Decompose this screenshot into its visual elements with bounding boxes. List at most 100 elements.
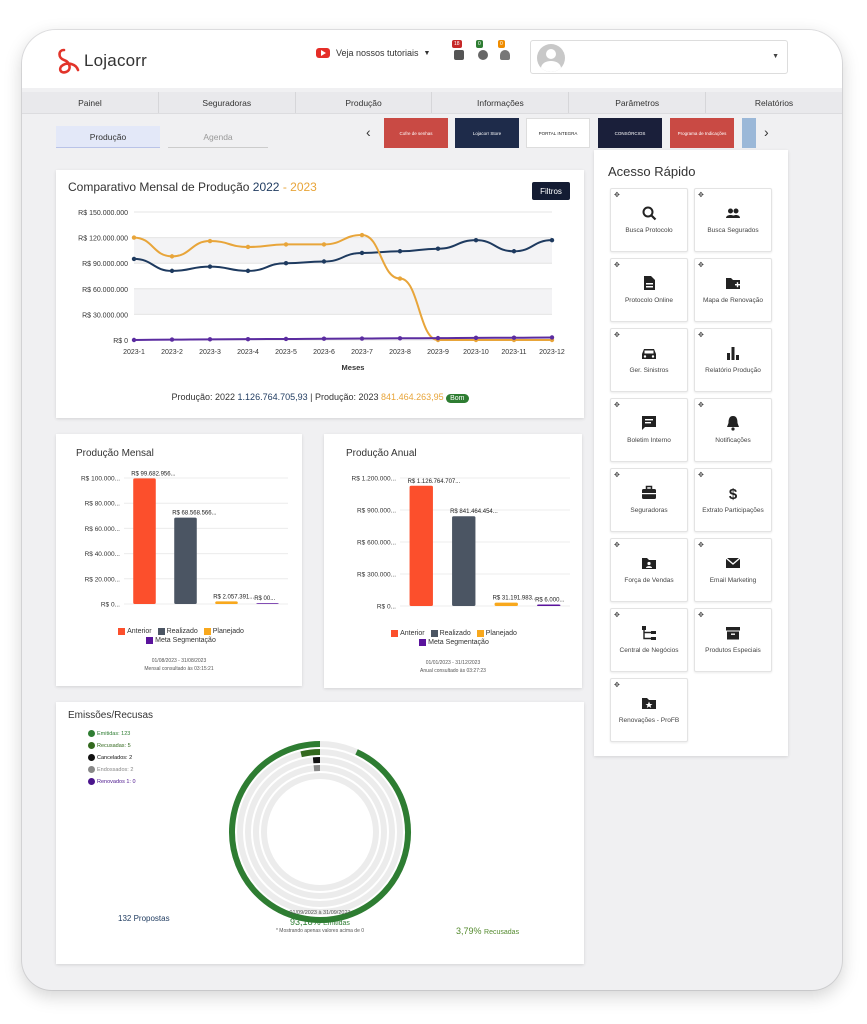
- series-0-point[interactable]: [549, 237, 555, 243]
- series-0-point[interactable]: [207, 264, 213, 269]
- drag-handle-icon[interactable]: ✥: [614, 542, 620, 549]
- series-2-point[interactable]: [321, 336, 327, 341]
- series-0-point[interactable]: [321, 259, 327, 264]
- legend-item[interactable]: Anterior: [118, 628, 152, 635]
- ring-arc-0[interactable]: [229, 741, 411, 923]
- quick-access-mail[interactable]: ✥ Email Marketing: [694, 538, 772, 602]
- series-2-point[interactable]: [549, 335, 555, 340]
- legend-item[interactable]: Planejado: [476, 630, 517, 637]
- legend-item[interactable]: Realizado: [157, 628, 198, 635]
- banner-portal-integra[interactable]: PORTAL INTEGRA: [526, 118, 590, 148]
- quick-access-dollar[interactable]: ✥ $ Extrato Participações: [694, 468, 772, 532]
- drag-handle-icon[interactable]: ✥: [614, 402, 620, 409]
- chevron-left-icon[interactable]: ‹: [366, 124, 371, 140]
- banner-programa-indicacoes[interactable]: Programa de Indicações: [670, 118, 734, 148]
- menu-item-producao[interactable]: Produção: [296, 92, 433, 113]
- legend-item[interactable]: Meta Segmentação: [146, 637, 216, 644]
- series-0-point[interactable]: [397, 249, 403, 254]
- series-1-point[interactable]: [131, 235, 137, 240]
- series-1-point[interactable]: [169, 254, 175, 259]
- legend-item[interactable]: Realizado: [430, 630, 471, 637]
- series-2-point[interactable]: [359, 336, 365, 341]
- drag-handle-icon[interactable]: ✥: [614, 682, 620, 689]
- banner-lojacorr-store[interactable]: Lojacorr Store: [455, 118, 519, 148]
- help-notification[interactable]: 0: [476, 40, 488, 60]
- drag-handle-icon[interactable]: ✥: [698, 472, 704, 479]
- legend-item[interactable]: Recusadas: 5: [88, 742, 136, 749]
- quick-access-briefcase[interactable]: ✥ Seguradoras: [610, 468, 688, 532]
- banner-consorcios[interactable]: CONSÓRCIOS: [598, 118, 662, 148]
- legend-item[interactable]: Cancelados: 2: [88, 754, 136, 761]
- quick-access-people[interactable]: ✥ Busca Segurados: [694, 188, 772, 252]
- drag-handle-icon[interactable]: ✥: [698, 192, 704, 199]
- quick-access-tree[interactable]: ✥ Central de Negócios: [610, 608, 688, 672]
- series-2-point[interactable]: [283, 336, 289, 342]
- legend-item[interactable]: Meta Segmentação: [419, 639, 489, 646]
- alerts-notification[interactable]: 0: [498, 40, 510, 60]
- series-1-point[interactable]: [283, 242, 289, 247]
- menu-item-painel[interactable]: Painel: [22, 92, 159, 113]
- drag-handle-icon[interactable]: ✥: [614, 262, 620, 269]
- quick-access-archive[interactable]: ✥ Produtos Especiais: [694, 608, 772, 672]
- quick-access-folder-person[interactable]: ✥ Força de Vendas: [610, 538, 688, 602]
- menu-item-parametros[interactable]: Parâmetros: [569, 92, 707, 113]
- drag-handle-icon[interactable]: ✥: [698, 402, 704, 409]
- series-2-point[interactable]: [245, 336, 251, 342]
- series-0-point[interactable]: [435, 246, 441, 251]
- user-selector[interactable]: ▼: [530, 40, 788, 74]
- bar-planejado[interactable]: [215, 601, 238, 604]
- lojacorr-logo[interactable]: Lojacorr: [54, 46, 147, 76]
- legend-item[interactable]: Renovados 1: 0: [88, 778, 136, 785]
- bar-anterior[interactable]: [133, 478, 156, 604]
- bar-planejado[interactable]: [494, 602, 518, 606]
- drag-handle-icon[interactable]: ✥: [698, 542, 704, 549]
- filtros-button[interactable]: Filtros: [532, 182, 570, 200]
- menu-item-informacoes[interactable]: Informações: [432, 92, 570, 113]
- quick-access-bell[interactable]: ✥ Notificações: [694, 398, 772, 462]
- quick-access-bar-chart[interactable]: ✥ Relatório Produção: [694, 328, 772, 392]
- menu-item-seguradoras[interactable]: Seguradoras: [159, 92, 296, 113]
- drag-handle-icon[interactable]: ✥: [614, 472, 620, 479]
- quick-access-search[interactable]: ✥ Busca Protocolo: [610, 188, 688, 252]
- series-1-point[interactable]: [207, 238, 213, 244]
- series-1-point[interactable]: [359, 232, 365, 238]
- drag-handle-icon[interactable]: ✥: [614, 332, 620, 339]
- series-2-point[interactable]: [397, 336, 403, 341]
- legend-item[interactable]: Endossados: 2: [88, 766, 136, 773]
- series-1-point[interactable]: [245, 244, 251, 250]
- bar-meta-segmentação[interactable]: [256, 603, 279, 604]
- chevron-right-icon[interactable]: ›: [764, 124, 769, 140]
- tutorials-dropdown[interactable]: Veja nossos tutoriais ▼: [316, 48, 430, 58]
- series-2-point[interactable]: [473, 335, 479, 341]
- menu-item-relatorios[interactable]: Relatórios: [754, 97, 794, 108]
- series-0-point[interactable]: [245, 268, 251, 274]
- banner-next-partial[interactable]: [742, 118, 756, 148]
- series-0-point[interactable]: [169, 268, 175, 274]
- tab-agenda[interactable]: Agenda: [168, 126, 268, 148]
- series-2-point[interactable]: [169, 337, 175, 342]
- quick-access-car[interactable]: ✥ Ger. Sinistros: [610, 328, 688, 392]
- drag-handle-icon[interactable]: ✥: [614, 612, 620, 619]
- legend-item[interactable]: Anterior: [391, 630, 425, 637]
- legend-item[interactable]: Emitidas: 123: [88, 730, 136, 737]
- series-0-point[interactable]: [359, 250, 365, 256]
- bar-realizado[interactable]: [174, 517, 197, 604]
- series-2-point[interactable]: [131, 337, 137, 343]
- series-2-point[interactable]: [511, 335, 517, 340]
- series-0-point[interactable]: [131, 256, 137, 262]
- quick-access-message[interactable]: ✥ Boletim Interno: [610, 398, 688, 462]
- ring-arc-1[interactable]: [300, 749, 321, 758]
- series-0-point[interactable]: [473, 237, 479, 243]
- tab-producao[interactable]: Produção: [56, 126, 160, 148]
- series-1-point[interactable]: [397, 276, 403, 281]
- series-0-point[interactable]: [283, 261, 289, 266]
- drag-handle-icon[interactable]: ✥: [698, 612, 704, 619]
- quick-access-document[interactable]: ✥ Protocolo Online: [610, 258, 688, 322]
- bar-realizado[interactable]: [452, 516, 476, 606]
- bar-anterior[interactable]: [409, 485, 433, 606]
- quick-access-folder-star[interactable]: ✥ Renovações - ProFB: [610, 678, 688, 742]
- series-2-point[interactable]: [435, 335, 441, 341]
- drag-handle-icon[interactable]: ✥: [698, 332, 704, 339]
- quick-access-folder-plus[interactable]: ✥ Mapa de Renovação: [694, 258, 772, 322]
- bar-meta-segmentação[interactable]: [537, 604, 561, 607]
